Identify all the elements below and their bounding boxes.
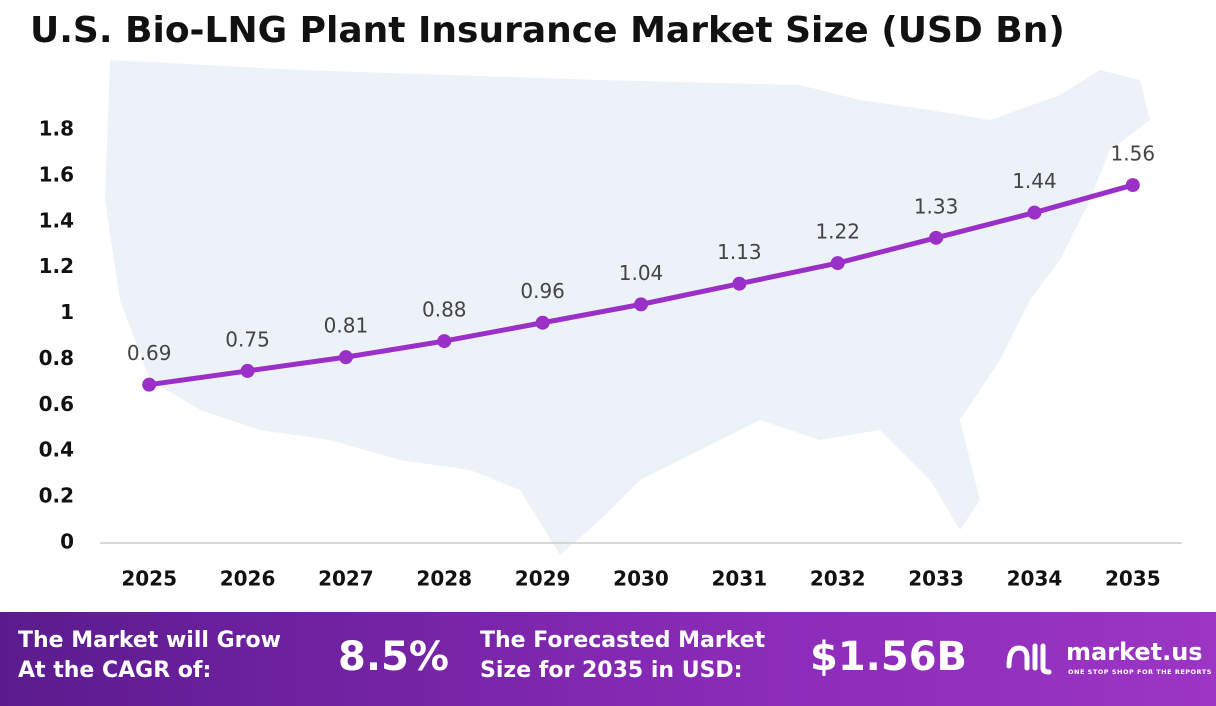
logo-icon [1006,643,1052,675]
y-tick-label: 0.6 [39,392,74,416]
point [1125,178,1140,193]
value-label: 0.88 [422,298,467,322]
value-label: 0.96 [520,279,565,303]
y-tick-label: 0.8 [39,346,74,370]
point [437,334,452,349]
cagr-label-line: At the CAGR of: [18,658,212,683]
forecast-label: The Forecasted Market Size for 2035 in U… [480,626,765,686]
point [1027,205,1042,220]
point [240,363,255,378]
point [338,350,353,365]
value-label: 1.56 [1111,142,1156,166]
value-label: 1.44 [1012,169,1057,193]
value-label: 0.75 [225,327,270,351]
forecast-value: $1.56B [810,634,968,680]
y-tick-label: 1.2 [39,254,74,278]
y-tick-label: 1.6 [39,162,74,186]
point [142,377,157,392]
value-label: 1.22 [815,220,860,244]
x-tick-label: 2028 [416,567,472,591]
y-tick-label: 1 [60,300,74,324]
x-tick-label: 2025 [121,567,177,591]
cagr-label-line: The Market will Grow [18,628,281,653]
y-tick-label: 1.8 [39,117,74,141]
logo-tagline: ONE STOP SHOP FOR THE REPORTS [1068,668,1212,676]
y-tick-label: 0.2 [39,484,74,508]
x-tick-label: 2032 [810,567,866,591]
point [634,297,648,312]
y-tick-label: 1.4 [39,208,74,232]
point [929,230,944,245]
value-label: 1.33 [914,194,959,218]
x-tick-label: 2026 [220,567,276,591]
value-label: 1.13 [717,240,762,264]
point [535,315,550,330]
x-tick-label: 2034 [1007,567,1063,591]
y-tick-label: 0.4 [39,438,74,462]
x-tick-label: 2029 [515,567,571,591]
x-tick-label: 2030 [613,567,669,591]
x-tick-label: 2031 [712,567,768,591]
value-label: 1.04 [619,261,664,285]
chart-title: U.S. Bio-LNG Plant Insurance Market Size… [30,10,1065,51]
x-tick-label: 2027 [318,567,374,591]
point [732,276,747,291]
forecast-label-line: The Forecasted Market [480,628,766,653]
chart: U.S. Bio-LNG Plant Insurance Market Size… [30,10,1182,591]
x-tick-label: 2033 [908,567,964,591]
logo-text: market.us [1066,638,1203,666]
value-label: 0.69 [127,341,172,365]
x-tick-label: 2035 [1105,567,1161,591]
cagr-value: 8.5% [338,634,449,680]
point [830,256,845,271]
forecast-label-line: Size for 2035 in USD: [480,658,743,683]
footer-band: The Market will Grow At the CAGR of: 8.5… [0,612,1216,706]
y-tick-label: 0 [60,530,74,554]
cagr-label: The Market will Grow At the CAGR of: [18,626,281,686]
value-label: 0.81 [324,314,369,338]
